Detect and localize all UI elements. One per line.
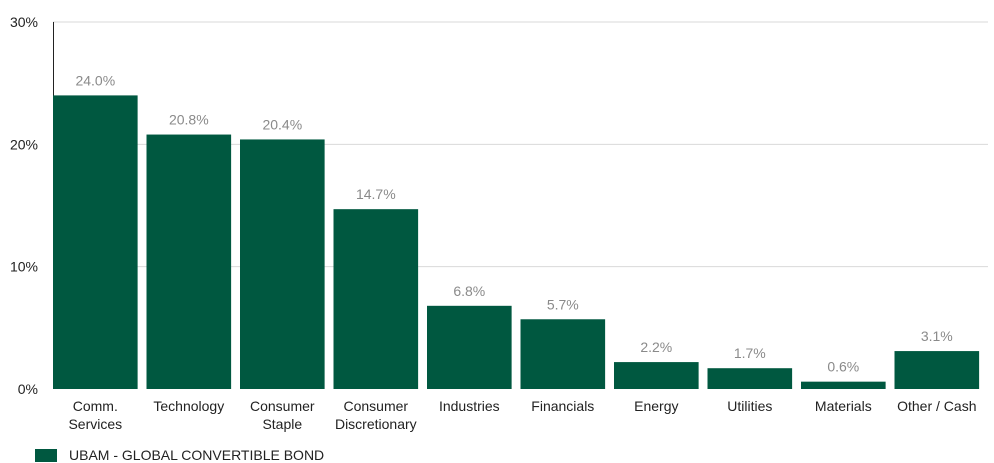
category-label: Utilities (727, 398, 772, 414)
bar (520, 319, 606, 389)
category-label-line: Consumer (250, 398, 315, 414)
category-label-line: Staple (262, 416, 302, 432)
category-label: Industries (439, 398, 500, 414)
category-label-line: Other / Cash (897, 398, 976, 414)
y-tick-label: 20% (10, 136, 38, 152)
legend-label: UBAM - GLOBAL CONVERTIBLE BOND (69, 447, 325, 463)
data-label: 24.0% (75, 72, 115, 88)
bar-chart: 0% 10% 20% 30% 24.0% Comm. Services 20.8% Techno… (10, 14, 988, 432)
data-label: 2.2% (640, 339, 672, 355)
data-label: 1.7% (734, 345, 766, 361)
legend-swatch (35, 448, 57, 462)
bar (146, 134, 232, 389)
category-label-line: Discretionary (335, 416, 417, 432)
category-label: Consumer Discretionary (335, 398, 417, 432)
category-label-line: Technology (153, 398, 224, 414)
data-label: 14.7% (356, 186, 396, 202)
category-label-line: Industries (439, 398, 500, 414)
bar (707, 368, 793, 389)
category-label: Technology (153, 398, 224, 414)
data-label: 5.7% (547, 296, 579, 312)
category-label-line: Energy (634, 398, 678, 414)
data-label: 20.8% (169, 112, 209, 128)
bar (801, 381, 886, 389)
bar (427, 305, 512, 389)
category-label: Materials (815, 398, 872, 414)
bar (53, 95, 138, 390)
bar (614, 362, 699, 389)
category-label-line: Services (68, 416, 122, 432)
bar (894, 351, 980, 389)
category-label-line: Consumer (344, 398, 409, 414)
data-label: 20.4% (262, 116, 302, 132)
y-tick-label: 0% (18, 381, 38, 397)
category-label: Financials (531, 398, 594, 414)
data-label: 0.6% (827, 359, 859, 375)
category-label: Other / Cash (897, 398, 976, 414)
bar (333, 209, 419, 389)
data-label: 6.8% (453, 283, 485, 299)
legend: UBAM - GLOBAL CONVERTIBLE BOND (35, 447, 324, 463)
category-label: Energy (634, 398, 678, 414)
category-label-line: Materials (815, 398, 872, 414)
y-tick-label: 30% (10, 14, 38, 30)
bar (240, 139, 325, 389)
category-label-line: Financials (531, 398, 594, 414)
category-label: Comm. Services (68, 398, 122, 432)
category-label: Consumer Staple (250, 398, 315, 432)
category-label-line: Comm. (73, 398, 118, 414)
y-tick-label: 10% (10, 259, 38, 275)
data-label: 3.1% (921, 328, 953, 344)
category-label-line: Utilities (727, 398, 772, 414)
